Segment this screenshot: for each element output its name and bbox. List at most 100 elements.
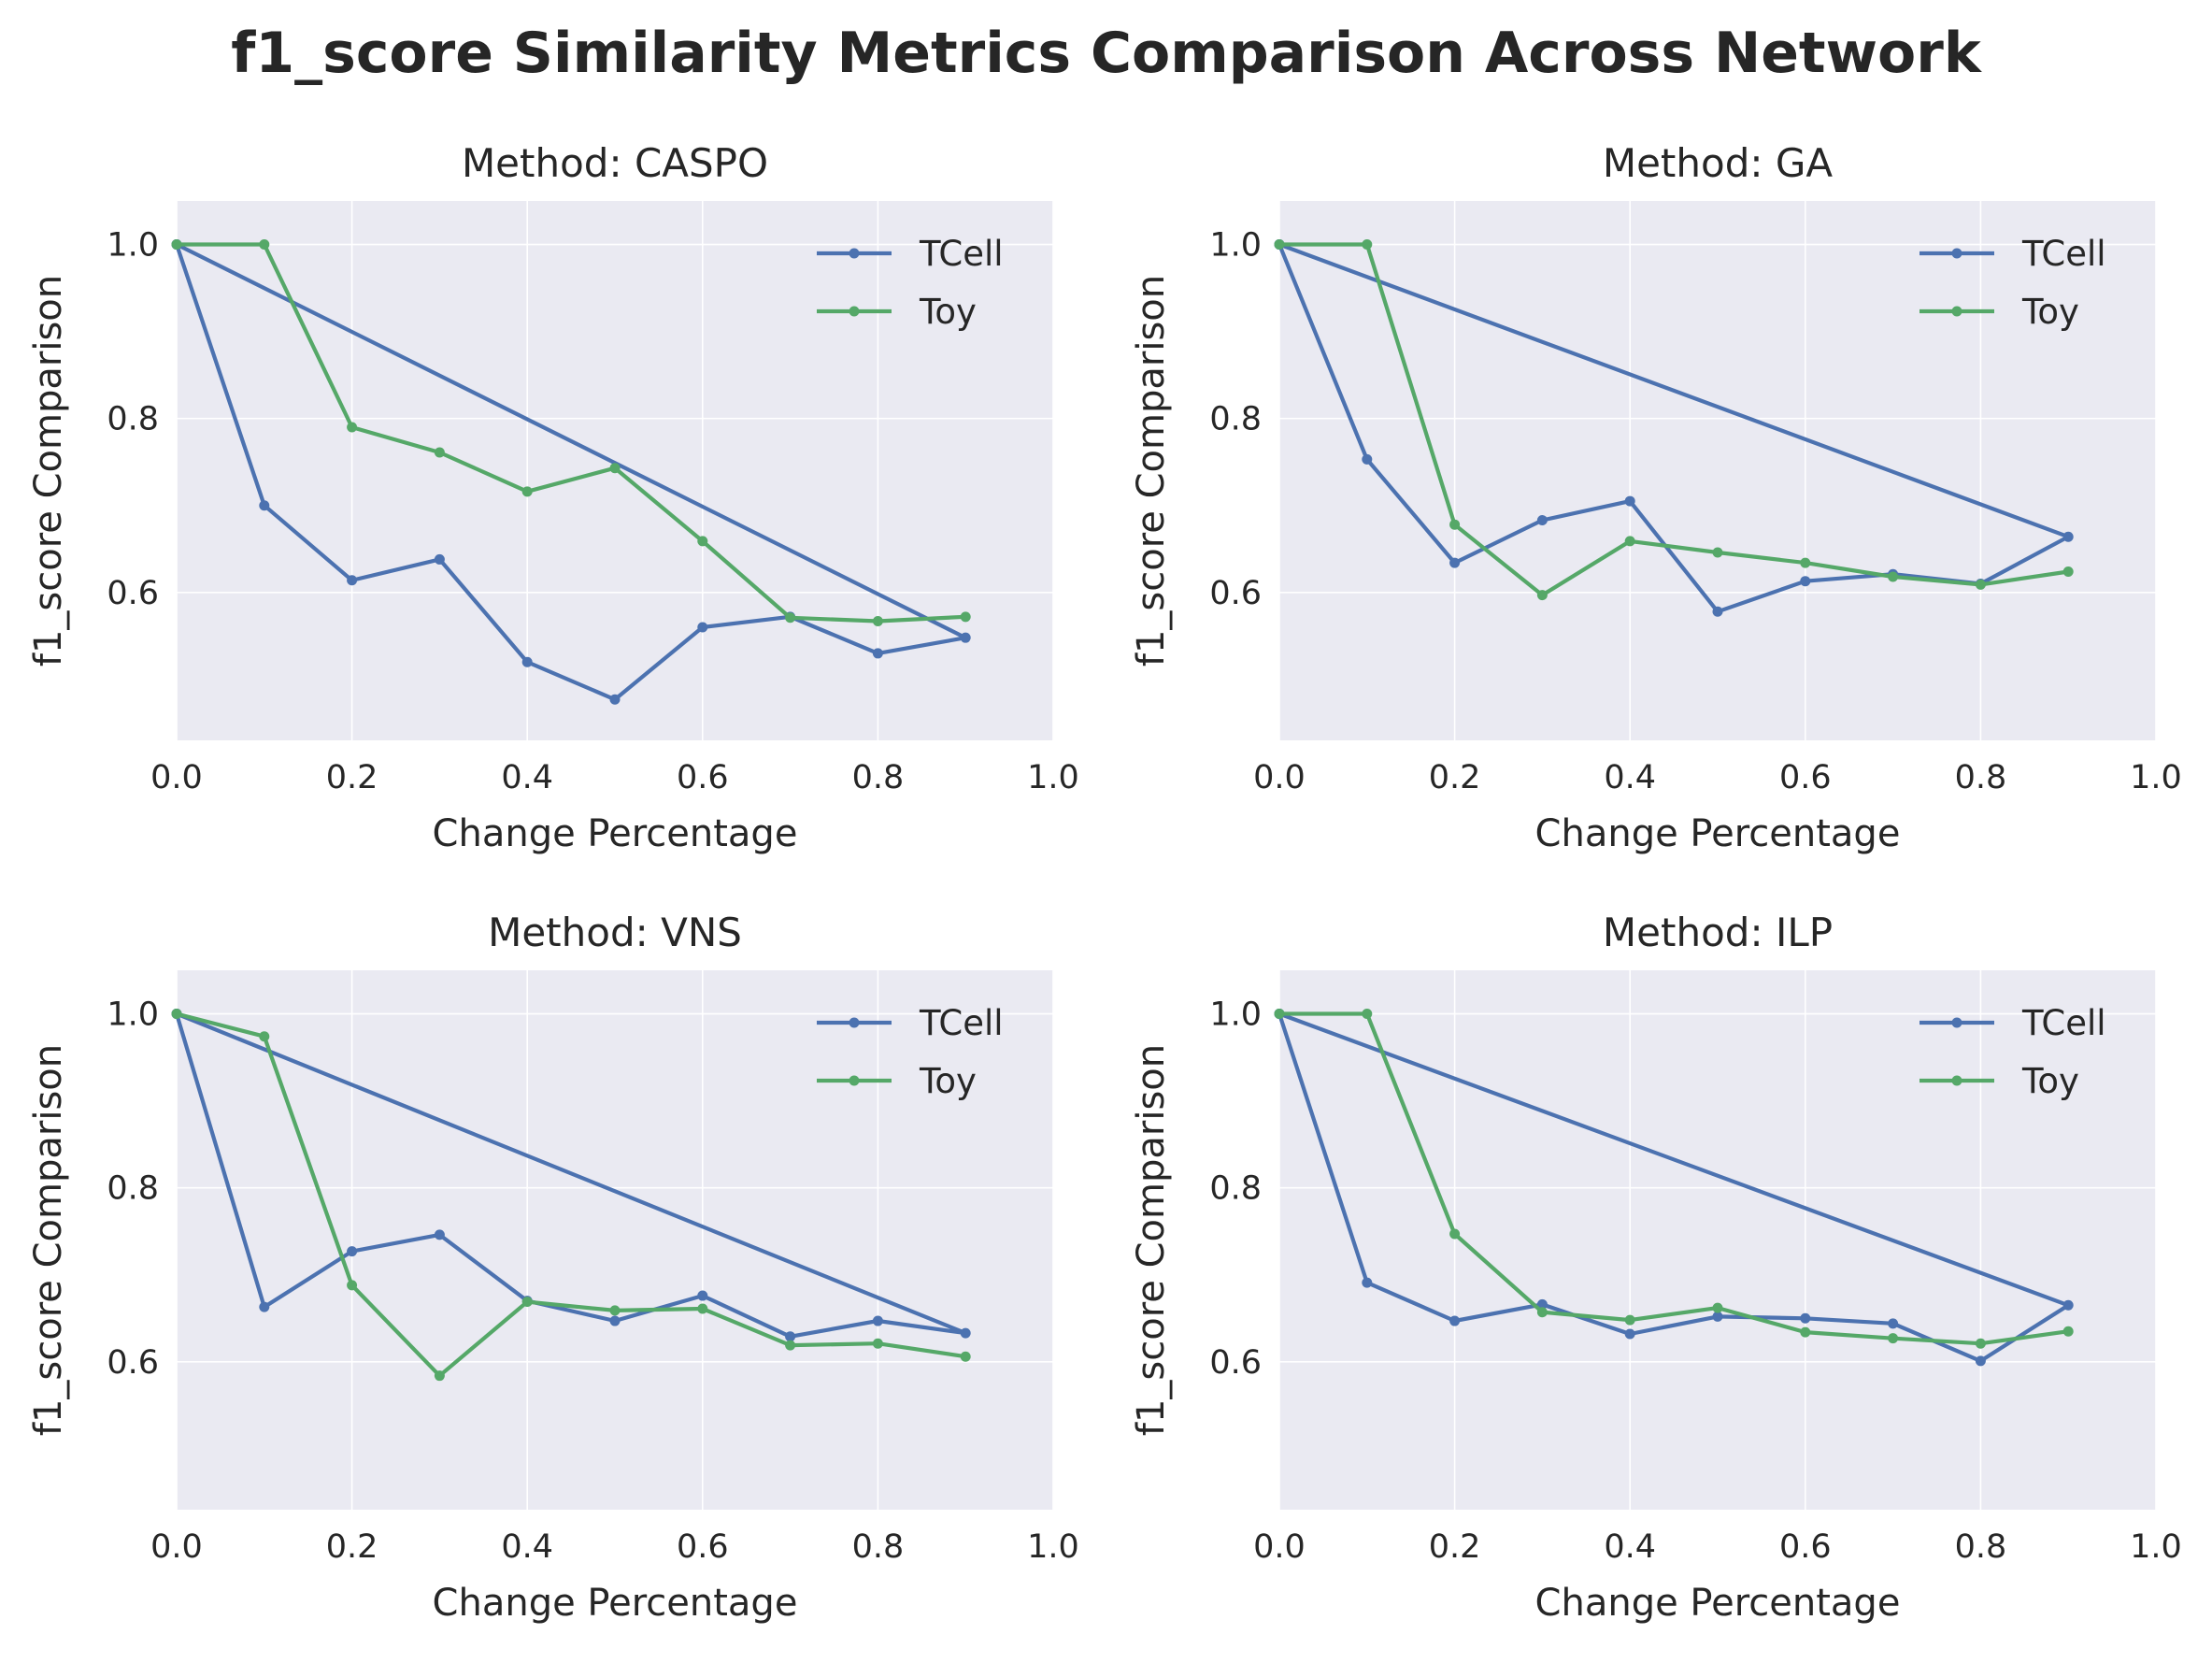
figure-title: f1_score Similarity Metrics Comparison A… — [231, 21, 1981, 86]
data-point-tcell — [1800, 1312, 1811, 1324]
data-point-tcell — [1449, 1315, 1461, 1326]
data-point-toy — [1362, 1009, 1373, 1020]
data-point-toy — [697, 1303, 708, 1314]
subplot-title: Method: ILP — [1603, 910, 1833, 955]
x-tick-label: 1.0 — [1027, 1528, 1079, 1566]
legend-label: Toy — [2021, 1061, 2079, 1101]
series-line-toy — [1277, 242, 2071, 597]
data-point-tcell — [960, 1327, 971, 1339]
data-point-toy — [347, 1280, 358, 1291]
data-point-tcell — [347, 1246, 358, 1257]
y-tick-label: 0.8 — [1209, 401, 1262, 438]
data-point-tcell — [2062, 1299, 2074, 1311]
legend-label: Toy — [919, 292, 977, 332]
x-tick-label: 0.0 — [150, 759, 203, 796]
x-tick-label: 0.6 — [677, 759, 729, 796]
legend-marker — [1951, 248, 1962, 259]
subplot-title: Method: GA — [1603, 140, 1834, 186]
y-tick-label: 0.8 — [107, 401, 159, 438]
plot-area — [1279, 970, 2156, 1510]
data-point-toy — [259, 239, 270, 251]
data-point-tcell — [1624, 495, 1635, 507]
data-point-toy — [697, 536, 708, 547]
data-point-tcell — [259, 1301, 270, 1312]
series-line-toy — [174, 242, 968, 624]
data-point-toy — [1800, 557, 1811, 568]
x-tick-label: 0.0 — [1253, 759, 1306, 796]
x-tick-label: 0.6 — [1779, 1528, 1832, 1566]
subplot-1: 0.0 0.2 0.4 0.6 0.8 1.0 0.6 0.8 1.0 Method: CASPO… — [27, 140, 1079, 855]
subplot-2: 0.0 0.2 0.4 0.6 0.8 1.0 0.6 0.8 1.0 Method: GA Cha… — [1130, 140, 2182, 855]
x-tick-label: 0.8 — [1955, 1528, 2007, 1566]
x-tick-label: 0.8 — [852, 759, 905, 796]
y-tick-label: 0.8 — [107, 1170, 159, 1208]
x-tick-label: 0.2 — [326, 759, 378, 796]
data-point-tcell — [1449, 557, 1461, 568]
data-point-toy — [785, 1340, 796, 1351]
legend-label: Toy — [2021, 292, 2079, 332]
data-point-toy — [1274, 239, 1285, 251]
series-line-toy — [1277, 1011, 2071, 1346]
data-point-toy — [609, 463, 621, 474]
legend-marker — [849, 248, 860, 259]
data-point-toy — [434, 1370, 445, 1382]
data-point-tcell — [1536, 515, 1548, 526]
y-axis-label: f1_score Comparison — [1130, 275, 1173, 667]
data-point-tcell — [2062, 531, 2074, 542]
data-point-toy — [1362, 239, 1373, 251]
data-point-toy — [1800, 1326, 1811, 1338]
data-point-toy — [2062, 1326, 2074, 1337]
y-tick-label: 0.6 — [107, 1344, 159, 1382]
data-point-tcell — [1362, 453, 1373, 465]
subplot-title: Method: CASPO — [462, 140, 768, 186]
legend-marker — [1951, 306, 1962, 317]
x-tick-label: 1.0 — [2130, 1528, 2182, 1566]
x-tick-label: 0.4 — [501, 759, 553, 796]
data-point-tcell — [697, 622, 708, 633]
x-tick-label: 0.4 — [1604, 1528, 1656, 1566]
x-axis-label: Change Percentage — [433, 1582, 798, 1625]
x-tick-label: 0.8 — [852, 1528, 905, 1566]
y-axis-label: f1_score Comparison — [27, 1044, 70, 1436]
x-tick-label: 0.6 — [677, 1528, 729, 1566]
x-tick-label: 0.0 — [1253, 1528, 1306, 1566]
x-tick-label: 1.0 — [2130, 759, 2182, 796]
data-point-toy — [521, 486, 533, 497]
data-point-tcell — [1712, 1311, 1723, 1322]
data-point-toy — [1536, 590, 1548, 601]
subplot-title: Method: VNS — [488, 910, 742, 955]
data-point-tcell — [960, 632, 971, 643]
legend: TCell Toy — [1919, 234, 2106, 332]
plot-area — [177, 970, 1053, 1510]
data-point-tcell — [434, 553, 445, 565]
y-tick-label: 1.0 — [107, 996, 159, 1034]
data-point-tcell — [785, 1331, 796, 1342]
data-point-toy — [1624, 1314, 1635, 1326]
x-axis-label: Change Percentage — [1535, 1582, 1901, 1625]
y-tick-label: 0.6 — [107, 575, 159, 612]
data-point-toy — [785, 612, 796, 624]
data-point-toy — [960, 611, 971, 623]
y-tick-label: 0.6 — [1209, 1344, 1262, 1382]
y-axis-label: f1_score Comparison — [1130, 1044, 1173, 1436]
data-point-toy — [1888, 1333, 1899, 1344]
data-point-toy — [960, 1351, 971, 1362]
data-point-tcell — [347, 575, 358, 586]
data-point-toy — [1975, 579, 1986, 590]
data-point-toy — [872, 616, 883, 627]
data-point-toy — [1624, 536, 1635, 547]
legend-marker — [849, 306, 860, 317]
data-point-tcell — [1624, 1328, 1635, 1340]
x-tick-label: 0.4 — [501, 1528, 553, 1566]
legend-label: TCell — [919, 234, 1004, 274]
data-point-tcell — [521, 656, 533, 667]
y-tick-label: 1.0 — [1209, 996, 1262, 1034]
data-point-toy — [1975, 1338, 1986, 1349]
data-point-tcell — [1536, 1298, 1548, 1310]
data-point-toy — [521, 1297, 533, 1308]
data-point-toy — [1274, 1009, 1285, 1020]
data-point-toy — [1712, 547, 1723, 558]
data-point-tcell — [1975, 1355, 1986, 1367]
data-point-toy — [259, 1031, 270, 1042]
